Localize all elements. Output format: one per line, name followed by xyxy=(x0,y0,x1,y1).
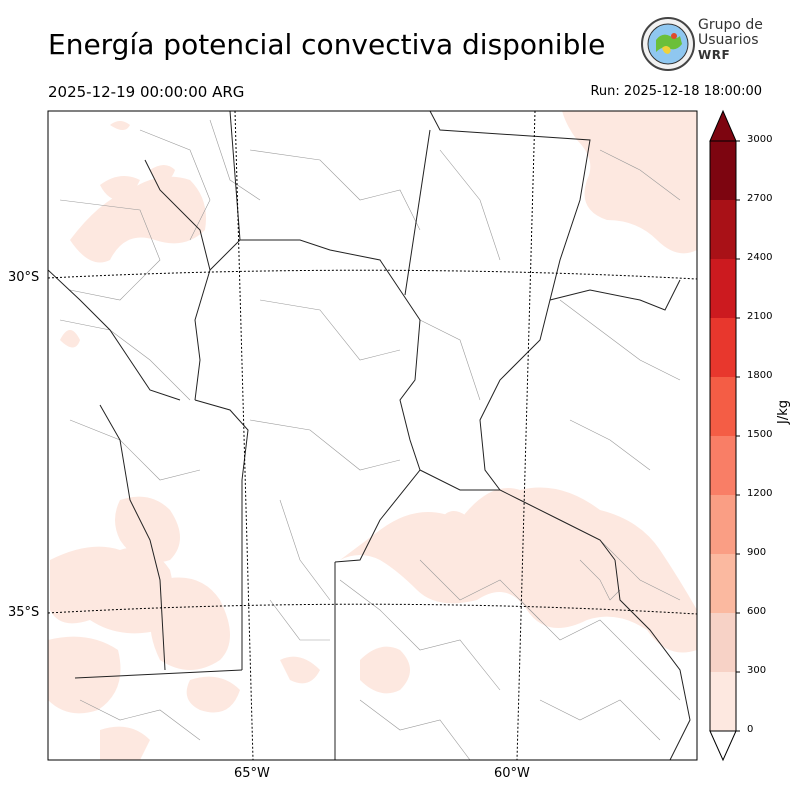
colorbar-bin xyxy=(710,613,736,672)
map-title: Energía potencial convectiva disponible xyxy=(48,28,606,61)
colorbar-tick-label: 2400 xyxy=(747,252,773,263)
colorbar-tick-label: 1500 xyxy=(747,429,773,440)
colorbar-bin xyxy=(710,672,736,731)
colorbar-extend-max xyxy=(709,109,737,142)
colorbar-bin xyxy=(710,554,736,613)
logo-line2: Usuarios xyxy=(698,32,759,48)
colorbar-tick-label: 1800 xyxy=(747,370,773,381)
colorbar-bin xyxy=(710,259,736,318)
globe-seal-icon xyxy=(641,17,695,71)
colorbar-extend-min xyxy=(709,730,737,762)
cape-field xyxy=(48,111,697,760)
colorbar-tick-label: 2700 xyxy=(747,193,773,204)
colorbar-bin xyxy=(710,495,736,554)
lat-label-35s: 35°S xyxy=(8,605,40,620)
colorbar-bin xyxy=(710,377,736,436)
colorbar-tick-label: 1200 xyxy=(747,488,773,499)
colorbar-tick-label: 2100 xyxy=(747,311,773,322)
colorbar-tick-label: 3000 xyxy=(747,134,773,145)
lon-label-65w: 65°W xyxy=(234,766,270,781)
graticule xyxy=(48,111,697,760)
colorbar xyxy=(709,109,740,762)
colorbar-tick-label: 600 xyxy=(747,606,767,617)
colorbar-bin xyxy=(710,436,736,495)
wrf-logo: Grupo de Usuarios WRF xyxy=(640,16,770,76)
colorbar-tick-label: 0 xyxy=(747,724,754,735)
colorbar-tick-label: 900 xyxy=(747,547,767,558)
lon-label-60w: 60°W xyxy=(494,766,530,781)
lat-label-30s: 30°S xyxy=(8,270,40,285)
valid-time: 2025-12-19 00:00:00 ARG xyxy=(48,83,245,101)
colorbar-bin xyxy=(710,318,736,377)
department-borders xyxy=(59,119,681,760)
colorbar-unit-label: J/kg xyxy=(776,400,791,424)
run-time: Run: 2025-12-18 18:00:00 xyxy=(590,84,762,99)
colorbar-bin xyxy=(710,141,736,200)
province-borders xyxy=(48,111,691,760)
colorbar-bin xyxy=(710,200,736,259)
colorbar-tick-label: 300 xyxy=(747,665,767,676)
logo-line3: WRF xyxy=(698,48,731,62)
logo-line1: Grupo de xyxy=(698,17,763,33)
map-frame xyxy=(47,110,698,761)
